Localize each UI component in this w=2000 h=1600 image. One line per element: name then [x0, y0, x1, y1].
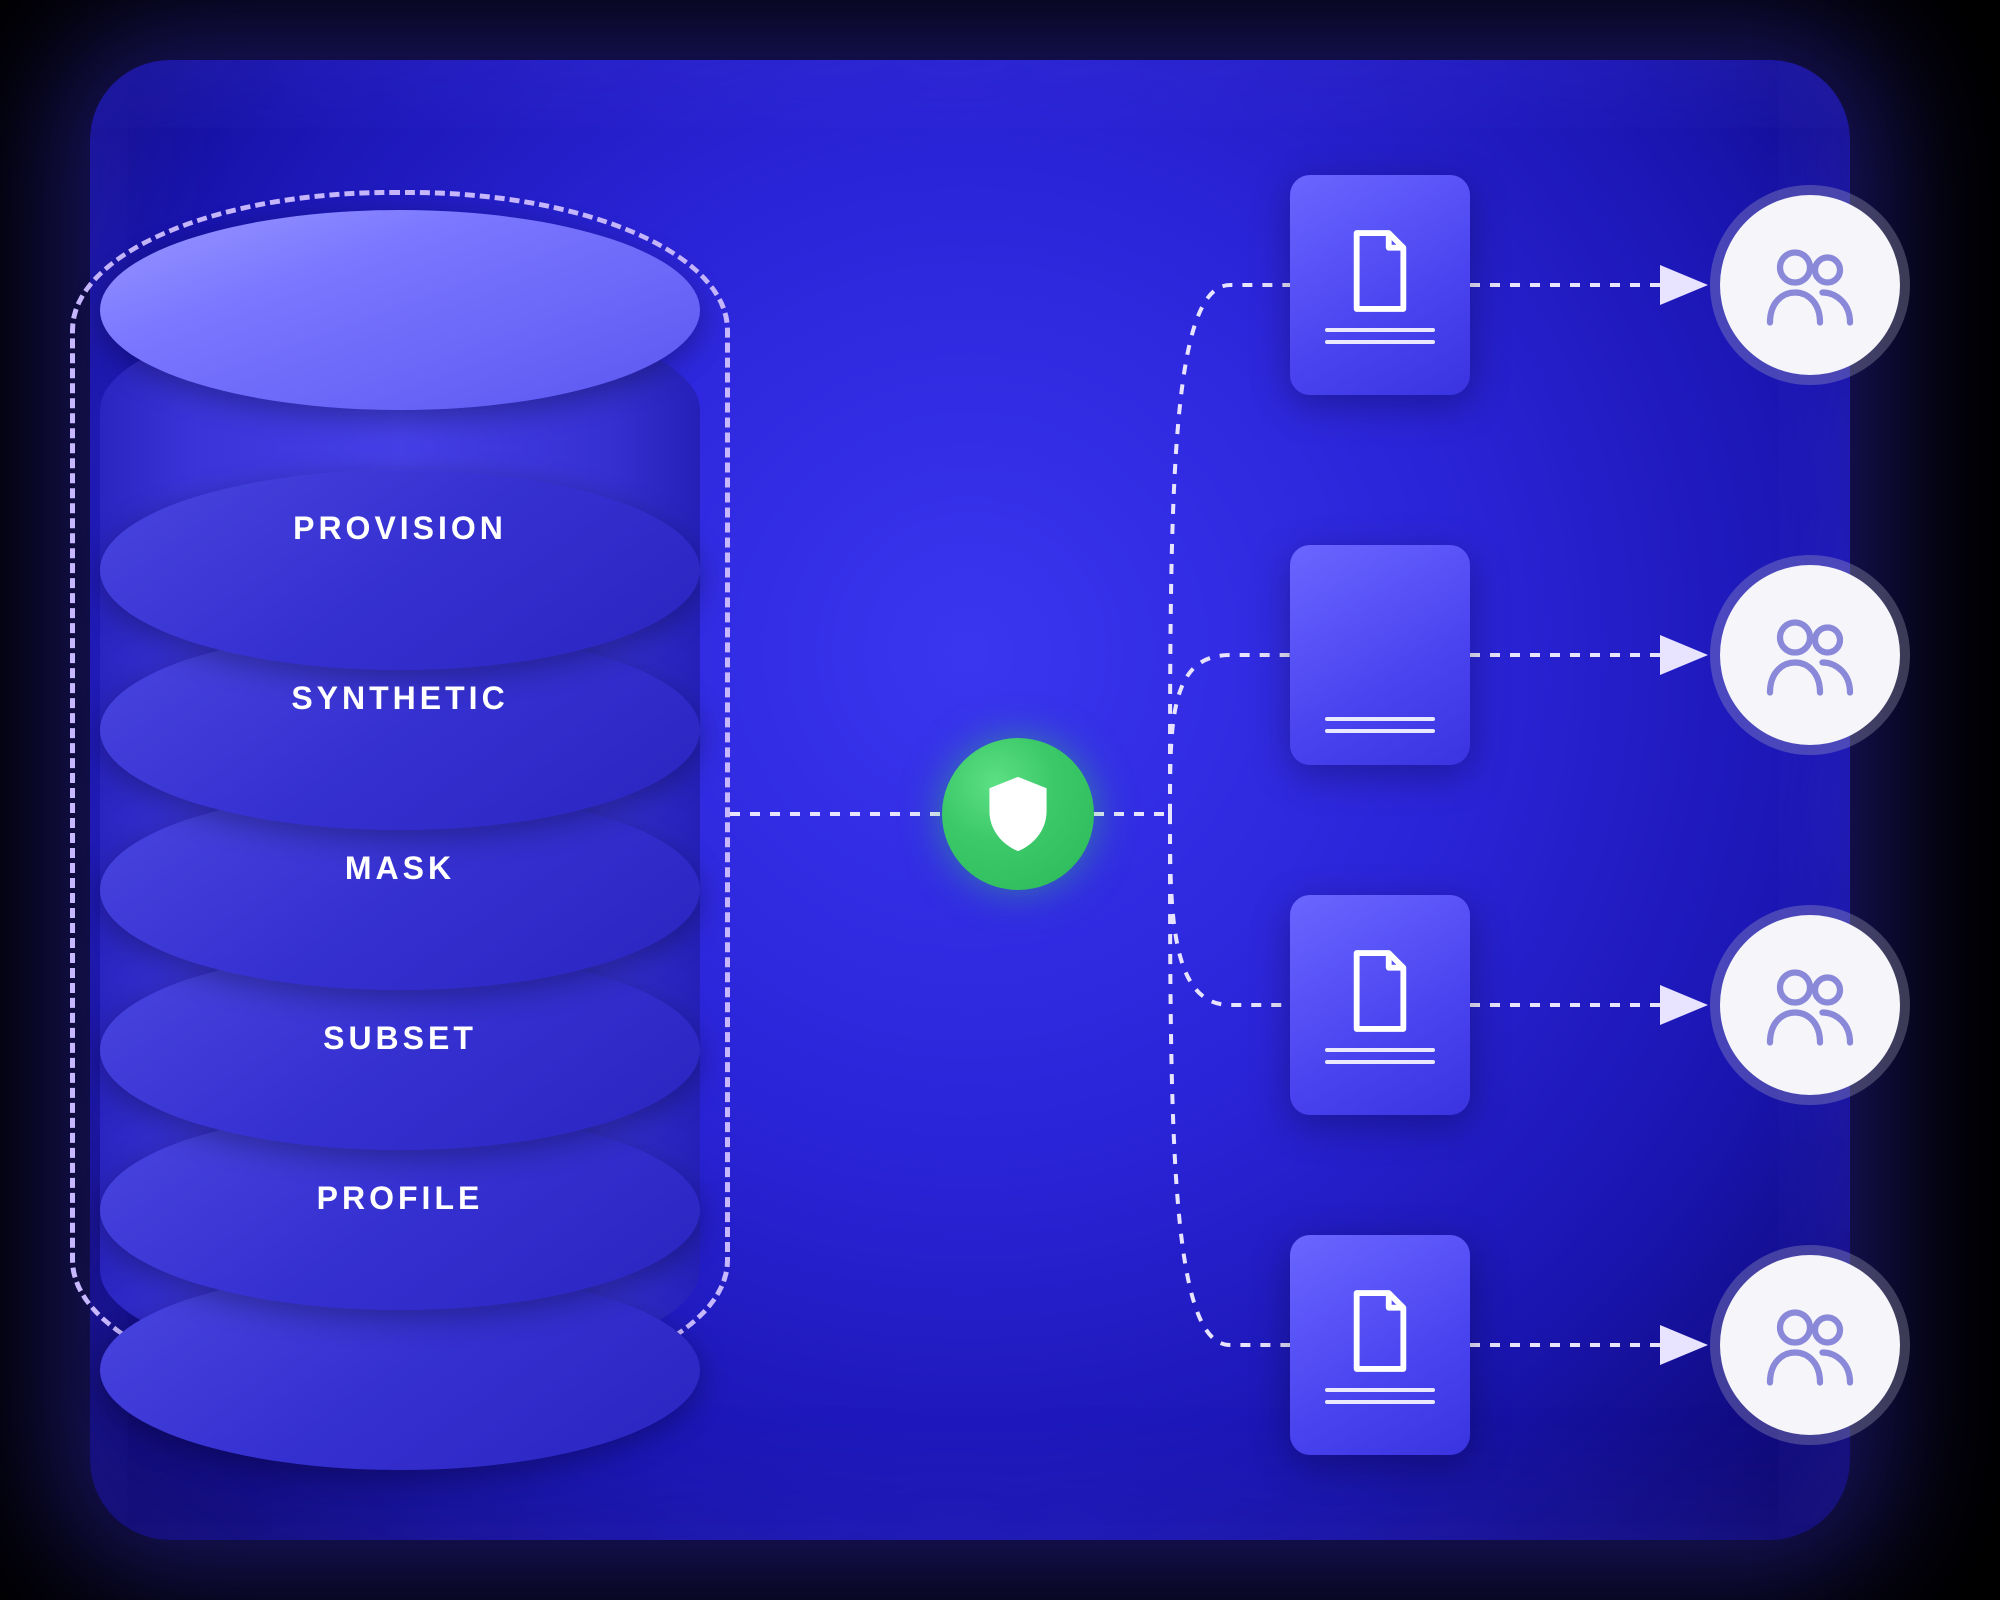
shield-icon — [983, 774, 1053, 854]
users-icon — [1760, 610, 1860, 700]
users-node — [1720, 565, 1900, 745]
document-underline — [1325, 328, 1435, 332]
document-underline — [1325, 717, 1435, 721]
document-icon — [1345, 226, 1415, 316]
document-card — [1290, 545, 1470, 765]
document-underline — [1325, 340, 1435, 344]
database-cylinder: PROVISION SYNTHETIC MASK SUBSET PROFILE — [100, 210, 700, 1370]
document-card — [1290, 895, 1470, 1115]
document-underline — [1325, 1400, 1435, 1404]
cylinder-label-synthetic: SYNTHETIC — [100, 680, 700, 717]
cylinder-label-mask: MASK — [100, 850, 700, 887]
shield-node — [942, 738, 1094, 890]
users-node — [1720, 915, 1900, 1095]
cylinder-label-subset: SUBSET — [100, 1020, 700, 1057]
users-icon — [1760, 1300, 1860, 1390]
diagram-canvas: PROVISION SYNTHETIC MASK SUBSET PROFILE — [0, 0, 2000, 1600]
users-icon — [1760, 960, 1860, 1050]
document-underline — [1325, 1048, 1435, 1052]
users-node — [1720, 195, 1900, 375]
cylinder-label-provision: PROVISION — [100, 510, 700, 547]
cylinder-label-profile: PROFILE — [100, 1180, 700, 1217]
document-underline — [1325, 1388, 1435, 1392]
document-card — [1290, 1235, 1470, 1455]
users-node — [1720, 1255, 1900, 1435]
document-icon — [1345, 1286, 1415, 1376]
document-icon — [1345, 946, 1415, 1036]
document-underline — [1325, 1060, 1435, 1064]
document-underline — [1325, 729, 1435, 733]
document-card — [1290, 175, 1470, 395]
users-icon — [1760, 240, 1860, 330]
